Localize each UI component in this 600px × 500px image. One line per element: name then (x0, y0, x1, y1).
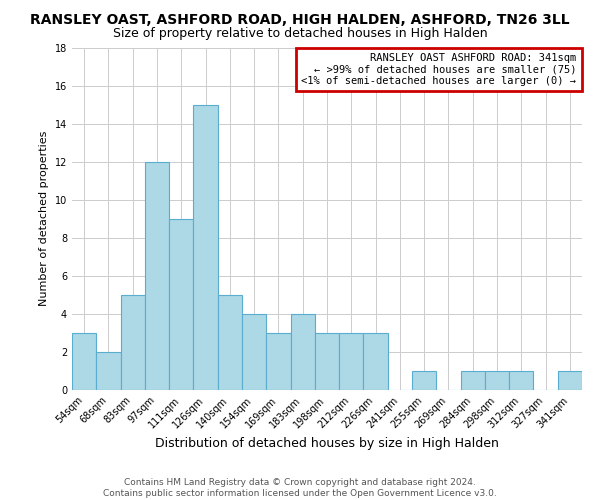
Bar (169, 219, 193, 390)
Bar (315, 333, 339, 390)
Bar (266, 333, 290, 390)
Bar (364, 333, 388, 390)
Bar (412, 371, 436, 390)
Bar (193, 104, 218, 390)
Bar (242, 314, 266, 390)
Bar (461, 371, 485, 390)
X-axis label: Distribution of detached houses by size in High Halden: Distribution of detached houses by size … (155, 437, 499, 450)
Text: RANSLEY OAST ASHFORD ROAD: 341sqm
← >99% of detached houses are smaller (75)
<1%: RANSLEY OAST ASHFORD ROAD: 341sqm ← >99%… (301, 53, 577, 86)
Bar (558, 371, 582, 390)
Bar (121, 295, 145, 390)
Bar (96, 352, 121, 390)
Bar (290, 314, 315, 390)
Bar (145, 162, 169, 390)
Bar (485, 371, 509, 390)
Text: Contains HM Land Registry data © Crown copyright and database right 2024.
Contai: Contains HM Land Registry data © Crown c… (103, 478, 497, 498)
Text: Size of property relative to detached houses in High Halden: Size of property relative to detached ho… (113, 28, 487, 40)
Bar (72, 333, 96, 390)
Bar (339, 333, 364, 390)
Y-axis label: Number of detached properties: Number of detached properties (39, 131, 49, 306)
Text: RANSLEY OAST, ASHFORD ROAD, HIGH HALDEN, ASHFORD, TN26 3LL: RANSLEY OAST, ASHFORD ROAD, HIGH HALDEN,… (30, 12, 570, 26)
Bar (509, 371, 533, 390)
Bar (218, 295, 242, 390)
